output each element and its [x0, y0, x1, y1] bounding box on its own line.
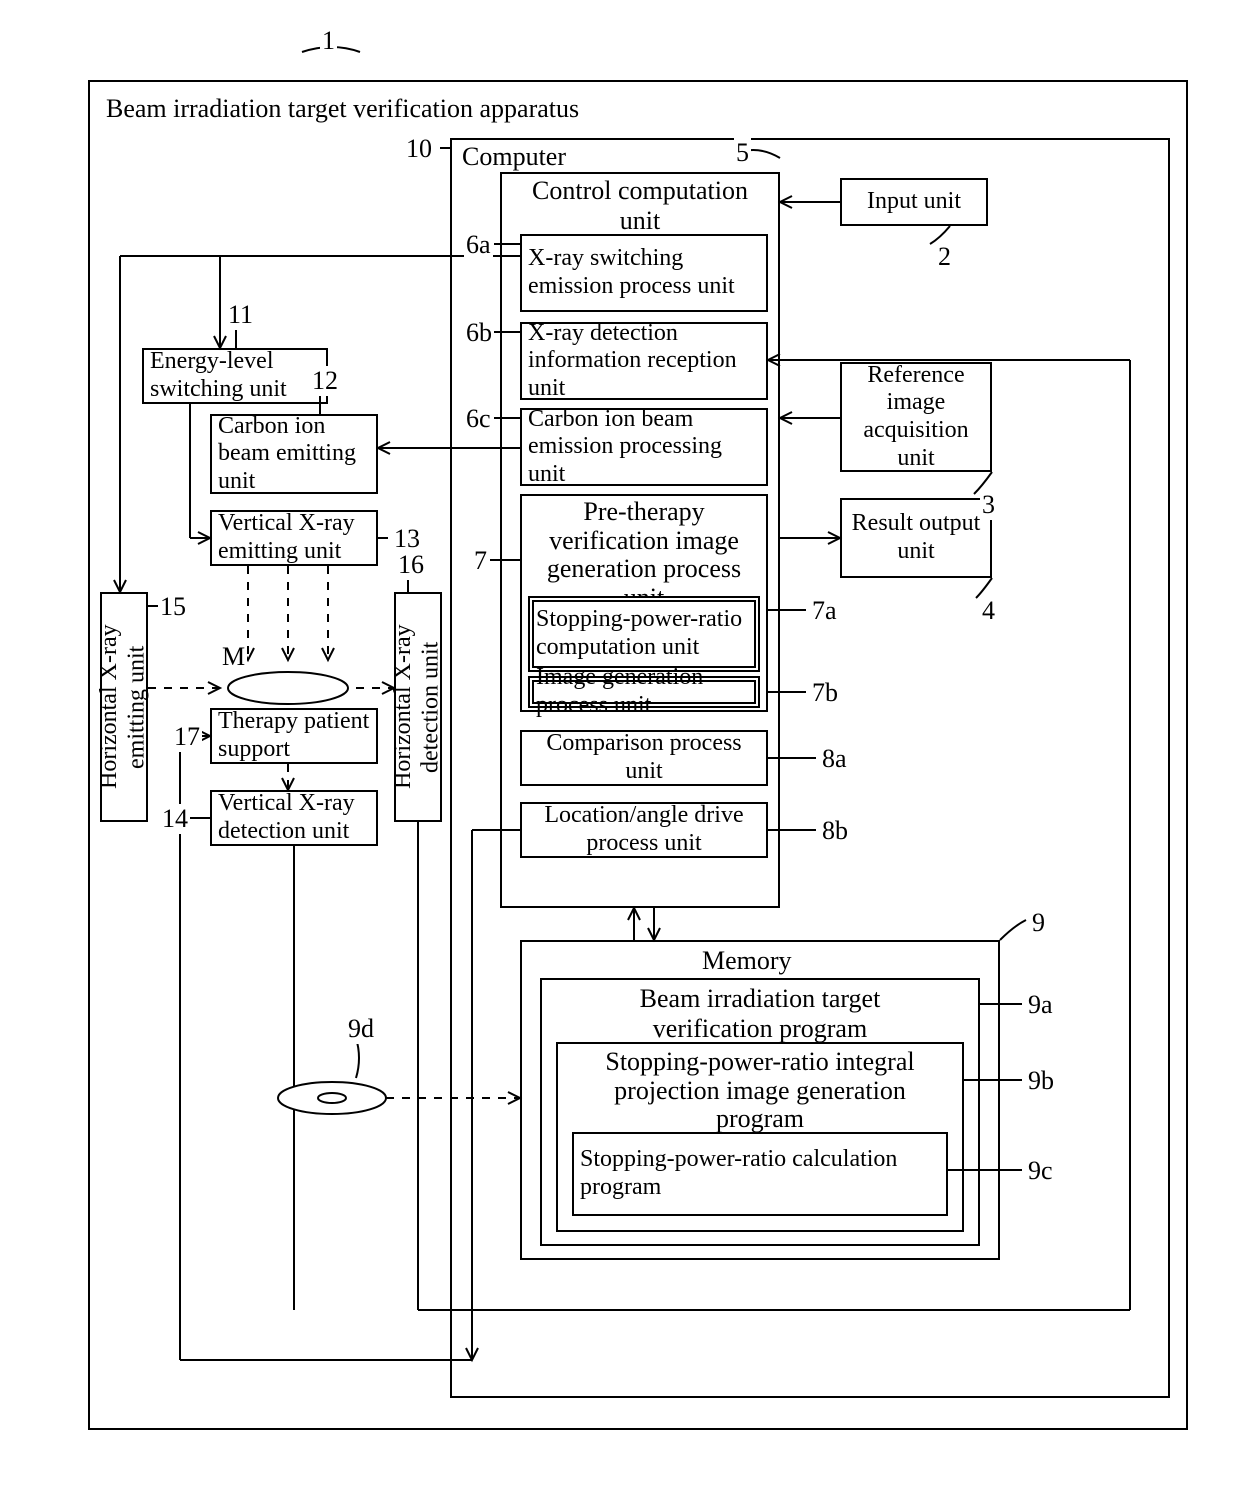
input-unit: Input unit	[840, 178, 988, 226]
lab-10: 10	[404, 134, 434, 164]
lab-9a: 9a	[1026, 990, 1055, 1020]
lab-1: 1	[320, 26, 337, 56]
unit-11: Energy-level switching unit	[142, 348, 328, 404]
lab-6b: 6b	[464, 318, 494, 348]
prog-9c: Stopping-power-ratio calculation program	[572, 1132, 948, 1216]
unit-16-label: Horizontal X-ray detection unit	[390, 598, 445, 816]
memory-title: Memory	[700, 946, 794, 976]
unit-13: Vertical X-ray emitting unit	[210, 510, 378, 566]
unit-6a: X-ray switching emission process unit	[520, 234, 768, 312]
unit-15-label: Horizontal X-ray emitting unit	[96, 598, 151, 816]
unit-12: Carbon ion beam emitting unit	[210, 414, 378, 494]
unit-15: Horizontal X-ray emitting unit	[100, 592, 148, 822]
lab-14: 14	[160, 804, 190, 834]
lab-17: 17	[172, 722, 202, 752]
lab-3: 3	[980, 490, 997, 520]
ref-image-unit: Reference image acquisition unit	[840, 362, 992, 472]
lab-6a: 6a	[464, 230, 493, 260]
computer-title: Computer	[460, 142, 568, 172]
prog-9a-title: Beam irradiation target verification pro…	[580, 984, 940, 1044]
lab-5: 5	[734, 138, 751, 168]
lab-7: 7	[472, 546, 489, 576]
lab-8b: 8b	[820, 816, 850, 846]
unit-6c: Carbon ion beam emission processing unit	[520, 408, 768, 486]
unit-7a: Stopping-power-ratio computation unit	[528, 596, 760, 672]
unit-7b: Image generation process unit	[528, 676, 760, 708]
unit-8a: Comparison process unit	[520, 730, 768, 786]
lab-4: 4	[980, 596, 997, 626]
lab-9d: 9d	[346, 1014, 376, 1044]
lab-6c: 6c	[464, 404, 493, 434]
lab-9b: 9b	[1026, 1066, 1056, 1096]
lab-11: 11	[226, 300, 255, 330]
prog-9b-title: Stopping-power-ratio integral projection…	[576, 1048, 944, 1134]
diagram-root: Beam irradiation target verification app…	[20, 20, 1220, 1486]
lab-16: 16	[396, 550, 426, 580]
unit-17: Therapy patient support	[210, 708, 378, 764]
ccu-title: Control computation unit	[510, 176, 770, 236]
lab-7a: 7a	[810, 596, 839, 626]
lab-M: M	[220, 642, 247, 672]
lab-15: 15	[158, 592, 188, 622]
lab-9: 9	[1030, 908, 1047, 938]
unit-14: Vertical X-ray detection unit	[210, 790, 378, 846]
lab-9c: 9c	[1026, 1156, 1055, 1186]
unit-16: Horizontal X-ray detection unit	[394, 592, 442, 822]
lab-7b: 7b	[810, 678, 840, 708]
lab-8a: 8a	[820, 744, 849, 774]
lab-2: 2	[936, 242, 953, 272]
lab-12: 12	[310, 366, 340, 396]
unit-6b: X-ray detection information reception un…	[520, 322, 768, 400]
unit-8b: Location/angle drive process unit	[520, 802, 768, 858]
apparatus-title: Beam irradiation target verification app…	[100, 90, 700, 120]
result-output-unit: Result output unit	[840, 498, 992, 578]
